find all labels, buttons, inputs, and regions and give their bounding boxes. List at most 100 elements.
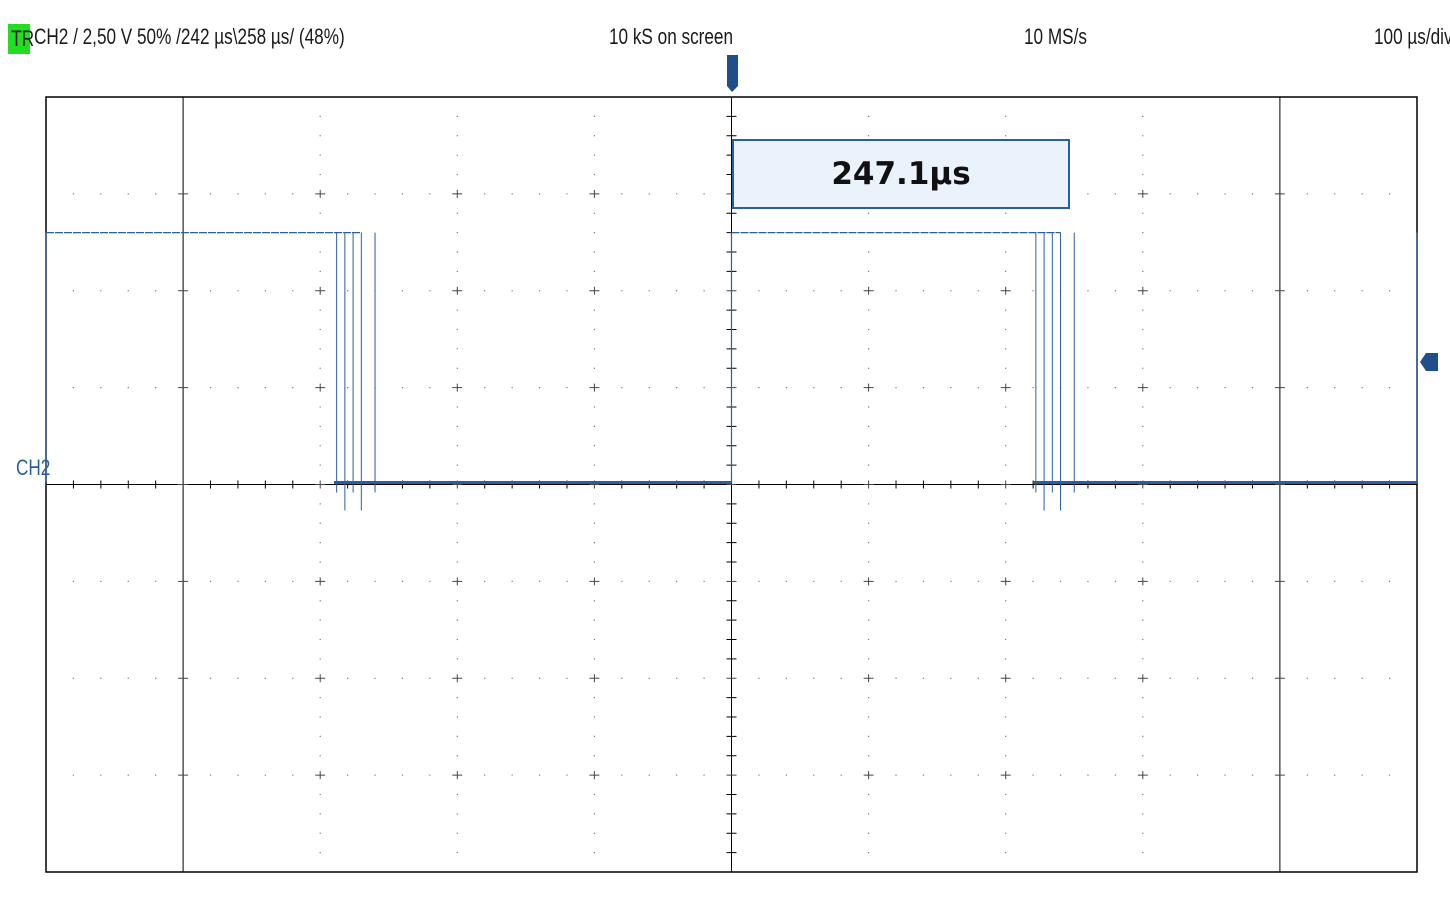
grid-dot: [1059, 677, 1062, 679]
grid-dot: [566, 774, 568, 776]
grid-dot: [868, 658, 870, 660]
grid-dot: [1197, 580, 1199, 582]
grid-dot: [676, 580, 678, 582]
grid-dot: [319, 542, 321, 544]
grid-dot: [1142, 638, 1144, 641]
grid-dot: [1087, 193, 1089, 195]
grid-dot: [1334, 193, 1336, 195]
grid-dot: [1306, 387, 1308, 389]
grid-dot: [868, 542, 870, 544]
grid-dot: [593, 697, 595, 699]
trigger-level-marker[interactable]: [1420, 353, 1438, 371]
grid-dot: [593, 735, 595, 737]
grid-dot: [72, 677, 75, 679]
timebase: 100 µs/div: [1374, 24, 1450, 49]
grid-dot: [456, 173, 458, 176]
grid-dot: [1388, 774, 1391, 776]
trigger-info: CH2 / 2,50 V 50% /242 µs\258 µs/ (48%): [34, 24, 345, 49]
grid-dot: [977, 774, 979, 776]
grid-dot: [1224, 580, 1226, 582]
grid-dot: [895, 580, 897, 582]
grid-dot: [209, 677, 212, 679]
grid-dot: [1142, 367, 1144, 369]
grid-dot: [593, 270, 595, 272]
grid-dot: [1032, 677, 1034, 679]
grid-dot: [648, 387, 650, 389]
grid-dot: [538, 580, 541, 582]
grid-dot: [456, 658, 458, 660]
grid-dot: [456, 522, 458, 524]
grid-dot: [703, 193, 705, 195]
grid-dot: [538, 774, 541, 776]
trigger-position-marker[interactable]: [727, 55, 738, 92]
grid-dot: [237, 774, 239, 776]
grid-dot: [950, 774, 952, 776]
grid-dot: [1005, 328, 1007, 331]
grid-dot: [511, 290, 513, 292]
grid-dot: [401, 677, 404, 679]
grid-dot: [347, 677, 349, 679]
grid-dot: [593, 716, 595, 718]
grid-dot: [319, 270, 321, 272]
grid-dot: [1361, 774, 1363, 776]
grid-dot: [977, 580, 979, 582]
grid-dot: [484, 774, 486, 776]
grid-dot: [456, 445, 458, 447]
grid-dot: [868, 735, 870, 737]
grid-dot: [401, 774, 404, 776]
grid-dot: [868, 328, 870, 331]
grid-dot: [895, 774, 897, 776]
grid-dot: [593, 251, 595, 253]
grid-dot: [374, 193, 376, 195]
grid-dot: [593, 503, 595, 505]
grid-dot: [319, 619, 321, 621]
grid-dot: [1197, 774, 1199, 776]
grid-dot: [456, 154, 458, 156]
grid-dot: [1087, 774, 1089, 776]
grid-dot: [593, 135, 595, 137]
grid-dot: [456, 832, 458, 834]
grid-dot: [1142, 522, 1144, 524]
grid-dot: [484, 290, 486, 292]
grid-dot: [538, 387, 541, 389]
grid-dot: [868, 793, 870, 796]
grid-dot: [347, 580, 349, 582]
grid-dot: [100, 774, 102, 776]
grid-dot: [1251, 580, 1254, 582]
grid-dot: [676, 193, 678, 195]
grid-dot: [319, 658, 321, 660]
grid-dot: [1361, 677, 1363, 679]
grid-dot: [374, 580, 376, 582]
grid-dot: [566, 387, 568, 389]
grid-dot: [1005, 813, 1007, 815]
grid-dot: [1334, 580, 1336, 582]
grid-dot: [785, 677, 787, 679]
grid-dot: [593, 173, 595, 176]
grid-dot: [319, 793, 321, 796]
grid-dot: [1197, 387, 1199, 389]
grid-dot: [922, 290, 925, 292]
grid-dot: [950, 387, 952, 389]
grid-dot: [264, 774, 266, 776]
grid-dot: [593, 561, 595, 563]
grid-dot: [950, 677, 952, 679]
grid-dot: [1142, 658, 1144, 660]
grid-dot: [456, 697, 458, 699]
grid-dot: [1032, 290, 1034, 292]
grid-dot: [456, 406, 458, 408]
grid-dot: [1142, 251, 1144, 253]
grid-dot: [100, 387, 102, 389]
grid-dot: [1306, 677, 1308, 679]
grid-dot: [868, 852, 870, 854]
grid-dot: [319, 735, 321, 737]
grid-dot: [868, 135, 870, 137]
grid-dot: [264, 387, 266, 389]
trigger-badge: TR: [8, 24, 34, 54]
grid-dot: [319, 135, 321, 137]
grid-dot: [429, 677, 431, 679]
grid-dot: [319, 328, 321, 331]
grid-dot: [1169, 193, 1171, 195]
grid-dot: [319, 716, 321, 718]
grid-dot: [1005, 793, 1007, 796]
